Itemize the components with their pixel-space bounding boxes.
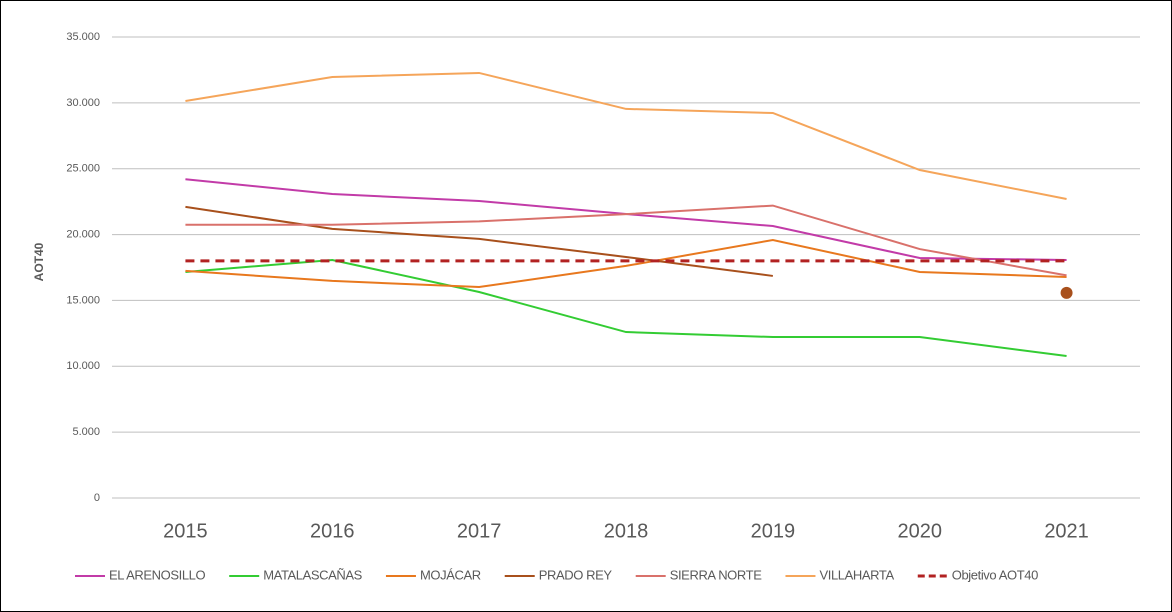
x-tick-label: 2021	[1044, 520, 1089, 542]
y-tick-label: 0	[94, 492, 100, 504]
legend-label: SIERRA NORTE	[670, 567, 762, 582]
series-line	[185, 204, 1067, 277]
y-tick-label: 20.000	[66, 228, 100, 240]
y-tick-label: 5.000	[72, 426, 100, 438]
legend-label: MATALASCAÑAS	[263, 567, 362, 582]
x-tick-label: 2019	[751, 520, 796, 542]
series-line	[185, 71, 1067, 200]
x-tick-label: 2020	[897, 520, 942, 542]
y-tick-label: 35.000	[66, 31, 100, 43]
point	[1060, 286, 1073, 299]
legend-label: PRADO REY	[539, 567, 613, 582]
series-line	[185, 205, 773, 277]
x-tick-label: 2015	[163, 520, 208, 542]
x-tick-label: 2016	[310, 520, 355, 542]
legend-label: MOJÁCAR	[420, 567, 481, 582]
y-tick-label: 10.000	[66, 360, 100, 372]
y-axis-label: AOT40	[32, 242, 46, 281]
legend-label: EL ARENOSILLO	[109, 567, 205, 582]
x-tick-label: 2017	[457, 520, 502, 542]
x-tick-label: 2018	[604, 520, 649, 542]
series-line	[185, 258, 1067, 358]
y-tick-label: 15.000	[66, 294, 100, 306]
legend-label: Objetivo AOT40	[952, 567, 1038, 582]
series-line	[185, 238, 1067, 288]
legend-label: VILLAHARTA	[819, 567, 894, 582]
y-tick-label: 25.000	[66, 163, 100, 175]
y-tick-label: 30.000	[66, 97, 100, 109]
